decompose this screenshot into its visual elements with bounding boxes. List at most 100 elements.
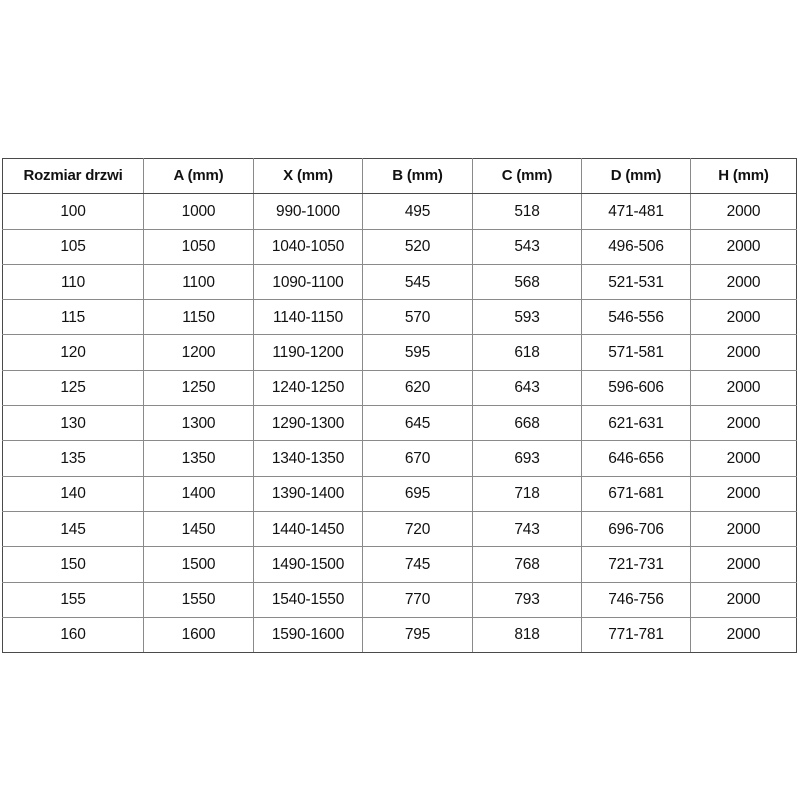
table-cell: 471-481 [581, 193, 691, 230]
table-cell: 1550 [143, 581, 254, 618]
table-cell: 1290-1300 [253, 405, 363, 442]
table-cell: 2000 [690, 228, 797, 265]
table-cell: 571-581 [581, 334, 691, 371]
cell-door-size: 160 [2, 616, 144, 654]
table-cell: 1540-1550 [253, 581, 363, 618]
table-cell: 1100 [143, 263, 254, 301]
table-row: 105 1050 1040-1050 520 543 496-506 2000 [2, 228, 797, 265]
table-cell: 668 [472, 405, 582, 442]
table-cell: 1400 [143, 475, 254, 512]
table-cell: 1490-1500 [253, 546, 363, 583]
table-cell: 2000 [690, 475, 797, 512]
table-cell: 743 [472, 510, 582, 548]
table-row: 120 1200 1190-1200 595 618 571-581 2000 [2, 334, 797, 371]
table-cell: 2000 [690, 440, 797, 477]
table-cell: 1350 [143, 440, 254, 477]
table-cell: 1140-1150 [253, 299, 363, 336]
table-cell: 1340-1350 [253, 440, 363, 477]
table-cell: 990-1000 [253, 193, 363, 230]
table-cell: 618 [472, 334, 582, 371]
table-cell: 771-781 [581, 616, 691, 654]
table-cell: 2000 [690, 193, 797, 230]
table-header-row: Rozmiar drzwi A (mm) X (mm) B (mm) C (mm… [2, 157, 797, 195]
table-cell: 693 [472, 440, 582, 477]
table-cell: 795 [362, 616, 473, 654]
table-cell: 1390-1400 [253, 475, 363, 512]
cell-door-size: 100 [2, 193, 144, 230]
table-cell: 746-756 [581, 581, 691, 618]
table-body: 100 1000 990-1000 495 518 471-481 2000 105 1050 1… [2, 193, 797, 654]
table-cell: 521-531 [581, 263, 691, 301]
table-row: 130 1300 1290-1300 645 668 621-631 2000 [2, 405, 797, 442]
cell-door-size: 145 [2, 510, 144, 548]
table-row: 125 1250 1240-1250 620 643 596-606 2000 [2, 369, 797, 407]
table-cell: 568 [472, 263, 582, 301]
table-row: 115 1150 1140-1150 570 593 546-556 2000 [2, 299, 797, 336]
table-cell: 2000 [690, 510, 797, 548]
table-cell: 546-556 [581, 299, 691, 336]
table-cell: 2000 [690, 334, 797, 371]
table-cell: 2000 [690, 369, 797, 407]
table-cell: 793 [472, 581, 582, 618]
table-cell: 518 [472, 193, 582, 230]
table-cell: 1050 [143, 228, 254, 265]
table-cell: 670 [362, 440, 473, 477]
cell-door-size: 115 [2, 299, 144, 336]
table-cell: 1500 [143, 546, 254, 583]
table-cell: 1300 [143, 405, 254, 442]
column-header-rozmiar-drzwi: Rozmiar drzwi [2, 157, 144, 195]
table-cell: 643 [472, 369, 582, 407]
cell-door-size: 105 [2, 228, 144, 265]
table-cell: 818 [472, 616, 582, 654]
table-cell: 545 [362, 263, 473, 301]
table-cell: 543 [472, 228, 582, 265]
table-cell: 695 [362, 475, 473, 512]
column-header-b: B (mm) [362, 157, 473, 195]
table-cell: 646-656 [581, 440, 691, 477]
table-cell: 770 [362, 581, 473, 618]
table-cell: 1440-1450 [253, 510, 363, 548]
table-row: 145 1450 1440-1450 720 743 696-706 2000 [2, 510, 797, 548]
table-cell: 745 [362, 546, 473, 583]
table-cell: 596-606 [581, 369, 691, 407]
table-cell: 595 [362, 334, 473, 371]
table-cell: 1000 [143, 193, 254, 230]
table-cell: 2000 [690, 581, 797, 618]
table-row: 100 1000 990-1000 495 518 471-481 2000 [2, 193, 797, 230]
table-header: Rozmiar drzwi A (mm) X (mm) B (mm) C (mm… [2, 157, 797, 195]
table-cell: 768 [472, 546, 582, 583]
table-cell: 620 [362, 369, 473, 407]
table-cell: 1200 [143, 334, 254, 371]
table-cell: 718 [472, 475, 582, 512]
table-cell: 1590-1600 [253, 616, 363, 654]
column-header-c: C (mm) [472, 157, 582, 195]
cell-door-size: 120 [2, 334, 144, 371]
table-cell: 1250 [143, 369, 254, 407]
table-cell: 671-681 [581, 475, 691, 512]
table-row: 140 1400 1390-1400 695 718 671-681 2000 [2, 475, 797, 512]
table-cell: 2000 [690, 546, 797, 583]
table-cell: 721-731 [581, 546, 691, 583]
door-dimensions-table: Rozmiar drzwi A (mm) X (mm) B (mm) C (mm… [2, 157, 797, 654]
table-cell: 645 [362, 405, 473, 442]
table-row: 160 1600 1590-1600 795 818 771-781 2000 [2, 616, 797, 654]
table-cell: 2000 [690, 263, 797, 301]
cell-door-size: 125 [2, 369, 144, 407]
table-cell: 496-506 [581, 228, 691, 265]
column-header-h: H (mm) [690, 157, 797, 195]
cell-door-size: 155 [2, 581, 144, 618]
cell-door-size: 150 [2, 546, 144, 583]
table-cell: 1040-1050 [253, 228, 363, 265]
column-header-a: A (mm) [143, 157, 254, 195]
column-header-x: X (mm) [253, 157, 363, 195]
table-cell: 1190-1200 [253, 334, 363, 371]
table-cell: 696-706 [581, 510, 691, 548]
cell-door-size: 110 [2, 263, 144, 301]
dimensions-table-container: Rozmiar drzwi A (mm) X (mm) B (mm) C (mm… [2, 157, 797, 654]
cell-door-size: 130 [2, 405, 144, 442]
table-cell: 593 [472, 299, 582, 336]
cell-door-size: 135 [2, 440, 144, 477]
cell-door-size: 140 [2, 475, 144, 512]
table-cell: 1600 [143, 616, 254, 654]
